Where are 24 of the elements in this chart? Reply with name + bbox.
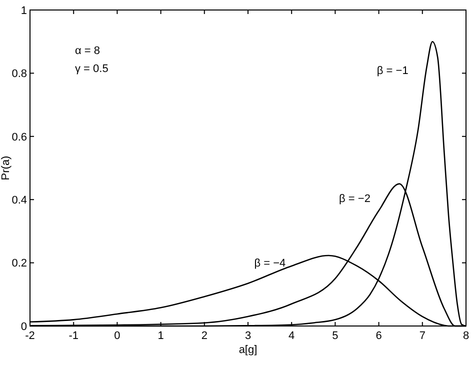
x-tick-label: 0 (114, 330, 120, 342)
x-tick-label: 2 (201, 330, 208, 342)
x-axis-title: a[g] (238, 344, 258, 356)
x-tick-label: 5 (332, 330, 338, 342)
series-label: β = −4 (254, 257, 286, 270)
x-tick-label: 4 (288, 330, 295, 342)
y-tick-label: 0.8 (12, 68, 27, 80)
annotation: α = 8 (75, 44, 100, 57)
y-tick-label: 0 (20, 320, 27, 333)
y-tick-label: 0.4 (12, 194, 27, 206)
annotation: γ = 0.5 (75, 62, 108, 75)
y-tick-label: 1 (20, 4, 27, 17)
y-tick-label: 0.2 (12, 258, 27, 270)
x-tick-label: 7 (419, 330, 426, 342)
x-tick-label: 8 (462, 330, 470, 342)
series-label: β = −2 (339, 192, 370, 205)
x-tick-label: 3 (244, 330, 252, 342)
y-axis-title: Pr(a) (0, 156, 12, 180)
x-tick-label: 6 (376, 330, 382, 342)
x-tick-label: -2 (25, 330, 35, 342)
series-label: β = −1 (376, 64, 408, 77)
y-tick-label: 0.6 (12, 131, 27, 144)
x-tick-label: -1 (68, 330, 78, 342)
x-tick-label: 1 (158, 330, 164, 342)
